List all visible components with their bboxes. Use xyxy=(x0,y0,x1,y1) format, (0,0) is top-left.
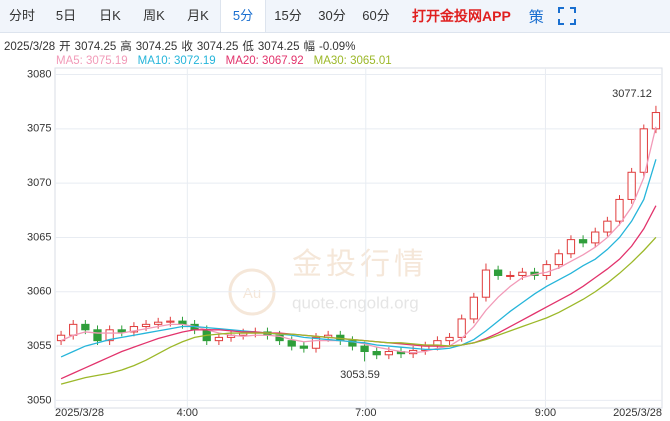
watermark-logo: Au xyxy=(243,285,261,302)
candle-body xyxy=(93,329,102,342)
candle-body xyxy=(141,323,151,328)
tab[interactable]: 周K xyxy=(143,8,165,23)
y-tick-label: 3055 xyxy=(27,340,51,352)
candle-body xyxy=(81,323,90,331)
candle-body xyxy=(384,351,393,356)
tab[interactable]: 日K xyxy=(99,8,121,23)
candle-body xyxy=(469,296,478,320)
candle-body xyxy=(518,271,527,276)
candle-body xyxy=(166,320,175,323)
candle-body xyxy=(105,329,114,342)
info-label: 高 xyxy=(120,41,132,53)
candle-body xyxy=(154,321,163,325)
candle-body xyxy=(117,329,126,333)
candle-body xyxy=(129,326,139,333)
candle-body xyxy=(481,269,491,298)
info-label: 低 xyxy=(242,41,254,53)
info-date: 2025/3/28 xyxy=(4,41,56,53)
y-tick-label: 3080 xyxy=(27,68,51,80)
candle-body xyxy=(615,198,624,222)
ma-line xyxy=(60,126,657,354)
candle-body xyxy=(542,264,551,276)
info-value: 3074.25 xyxy=(257,41,300,53)
watermark: Au 金投行情 quote.cngold.org xyxy=(228,248,428,316)
candle-body xyxy=(627,171,636,200)
min-label: 3053.59 xyxy=(340,369,380,381)
info-value: -0.09% xyxy=(318,41,356,53)
x-tick-label: 4:00 xyxy=(177,407,198,419)
toolbar: 分时 5日 日K 周K 月K 5分 15分 30分 60分 打开金投网APP 策 xyxy=(0,0,670,33)
x-tick-label: 9:00 xyxy=(535,407,556,419)
candle-body xyxy=(566,239,576,255)
max-label: 3077.12 xyxy=(612,88,652,100)
tab[interactable]: 月K xyxy=(187,8,209,23)
app-link[interactable]: 打开金投网APP xyxy=(412,8,511,24)
candle-body xyxy=(348,340,357,347)
info-value: 3074.25 xyxy=(74,41,117,53)
candle-body xyxy=(299,345,309,349)
x-tick-label: 2025/3/28 xyxy=(613,407,662,419)
info-value: 3074.25 xyxy=(135,41,178,53)
tab[interactable]: 30分 xyxy=(318,8,346,23)
info-label: 收 xyxy=(181,41,193,53)
tabs: 分时 5日 日K 周K 月K 5分 15分 30分 60分 xyxy=(0,0,398,32)
candle-body xyxy=(578,239,588,244)
legend-entry: MA30: 3065.01 xyxy=(313,55,392,67)
candle-body xyxy=(506,274,515,277)
plot-frame xyxy=(54,67,663,409)
info-label: 幅 xyxy=(303,41,315,53)
candle-body xyxy=(69,323,78,336)
candle-body xyxy=(493,269,503,276)
tab[interactable]: 60分 xyxy=(362,8,390,23)
watermark-url: quote.cngold.org xyxy=(292,293,419,312)
tab[interactable]: 5日 xyxy=(55,8,77,23)
x-tick-label: 7:00 xyxy=(355,407,376,419)
candle-body xyxy=(445,336,454,342)
y-tick-label: 3075 xyxy=(27,123,51,135)
info-value: 3074.25 xyxy=(196,41,239,53)
candle-body xyxy=(457,318,466,338)
info-label: 开 xyxy=(59,41,71,53)
y-tick-label: 3060 xyxy=(27,286,51,298)
y-tick-label: 3050 xyxy=(27,394,51,406)
tab[interactable]: 15分 xyxy=(274,8,302,23)
candle-body xyxy=(639,128,648,173)
y-tick-label: 3070 xyxy=(27,177,51,189)
candle-body xyxy=(554,253,563,266)
legend: MA5: 3075.19 MA10: 3072.19 MA20: 3067.92 MA… xyxy=(56,55,402,67)
legend-entry: MA5: 3075.19 xyxy=(56,55,128,67)
candle-body xyxy=(603,220,612,233)
legend-entry: MA10: 3072.19 xyxy=(137,55,216,67)
watermark-title: 金投行情 xyxy=(292,248,428,281)
ma-line xyxy=(60,159,657,358)
tab[interactable]: 5分 xyxy=(220,0,266,32)
candle-body xyxy=(651,112,661,130)
y-tick-label: 3065 xyxy=(27,231,51,243)
candle-body xyxy=(214,336,224,342)
tab[interactable]: 分时 xyxy=(8,8,35,23)
candle-body xyxy=(372,351,381,356)
candle-body xyxy=(287,340,296,347)
x-tick-label: 2025/3/28 xyxy=(55,407,104,419)
candle-body xyxy=(591,231,600,244)
candle-body xyxy=(311,336,321,349)
legend-entry: MA20: 3067.92 xyxy=(225,55,304,67)
fullscreen-icon[interactable] xyxy=(557,7,576,25)
info-line: 2025/3/28 开 3074.25 高 3074.25 收 3074.25 低 3074.2… xyxy=(4,38,359,54)
candle-body xyxy=(360,345,369,353)
ma-line xyxy=(60,236,657,385)
strategy[interactable]: 策 xyxy=(528,8,544,26)
